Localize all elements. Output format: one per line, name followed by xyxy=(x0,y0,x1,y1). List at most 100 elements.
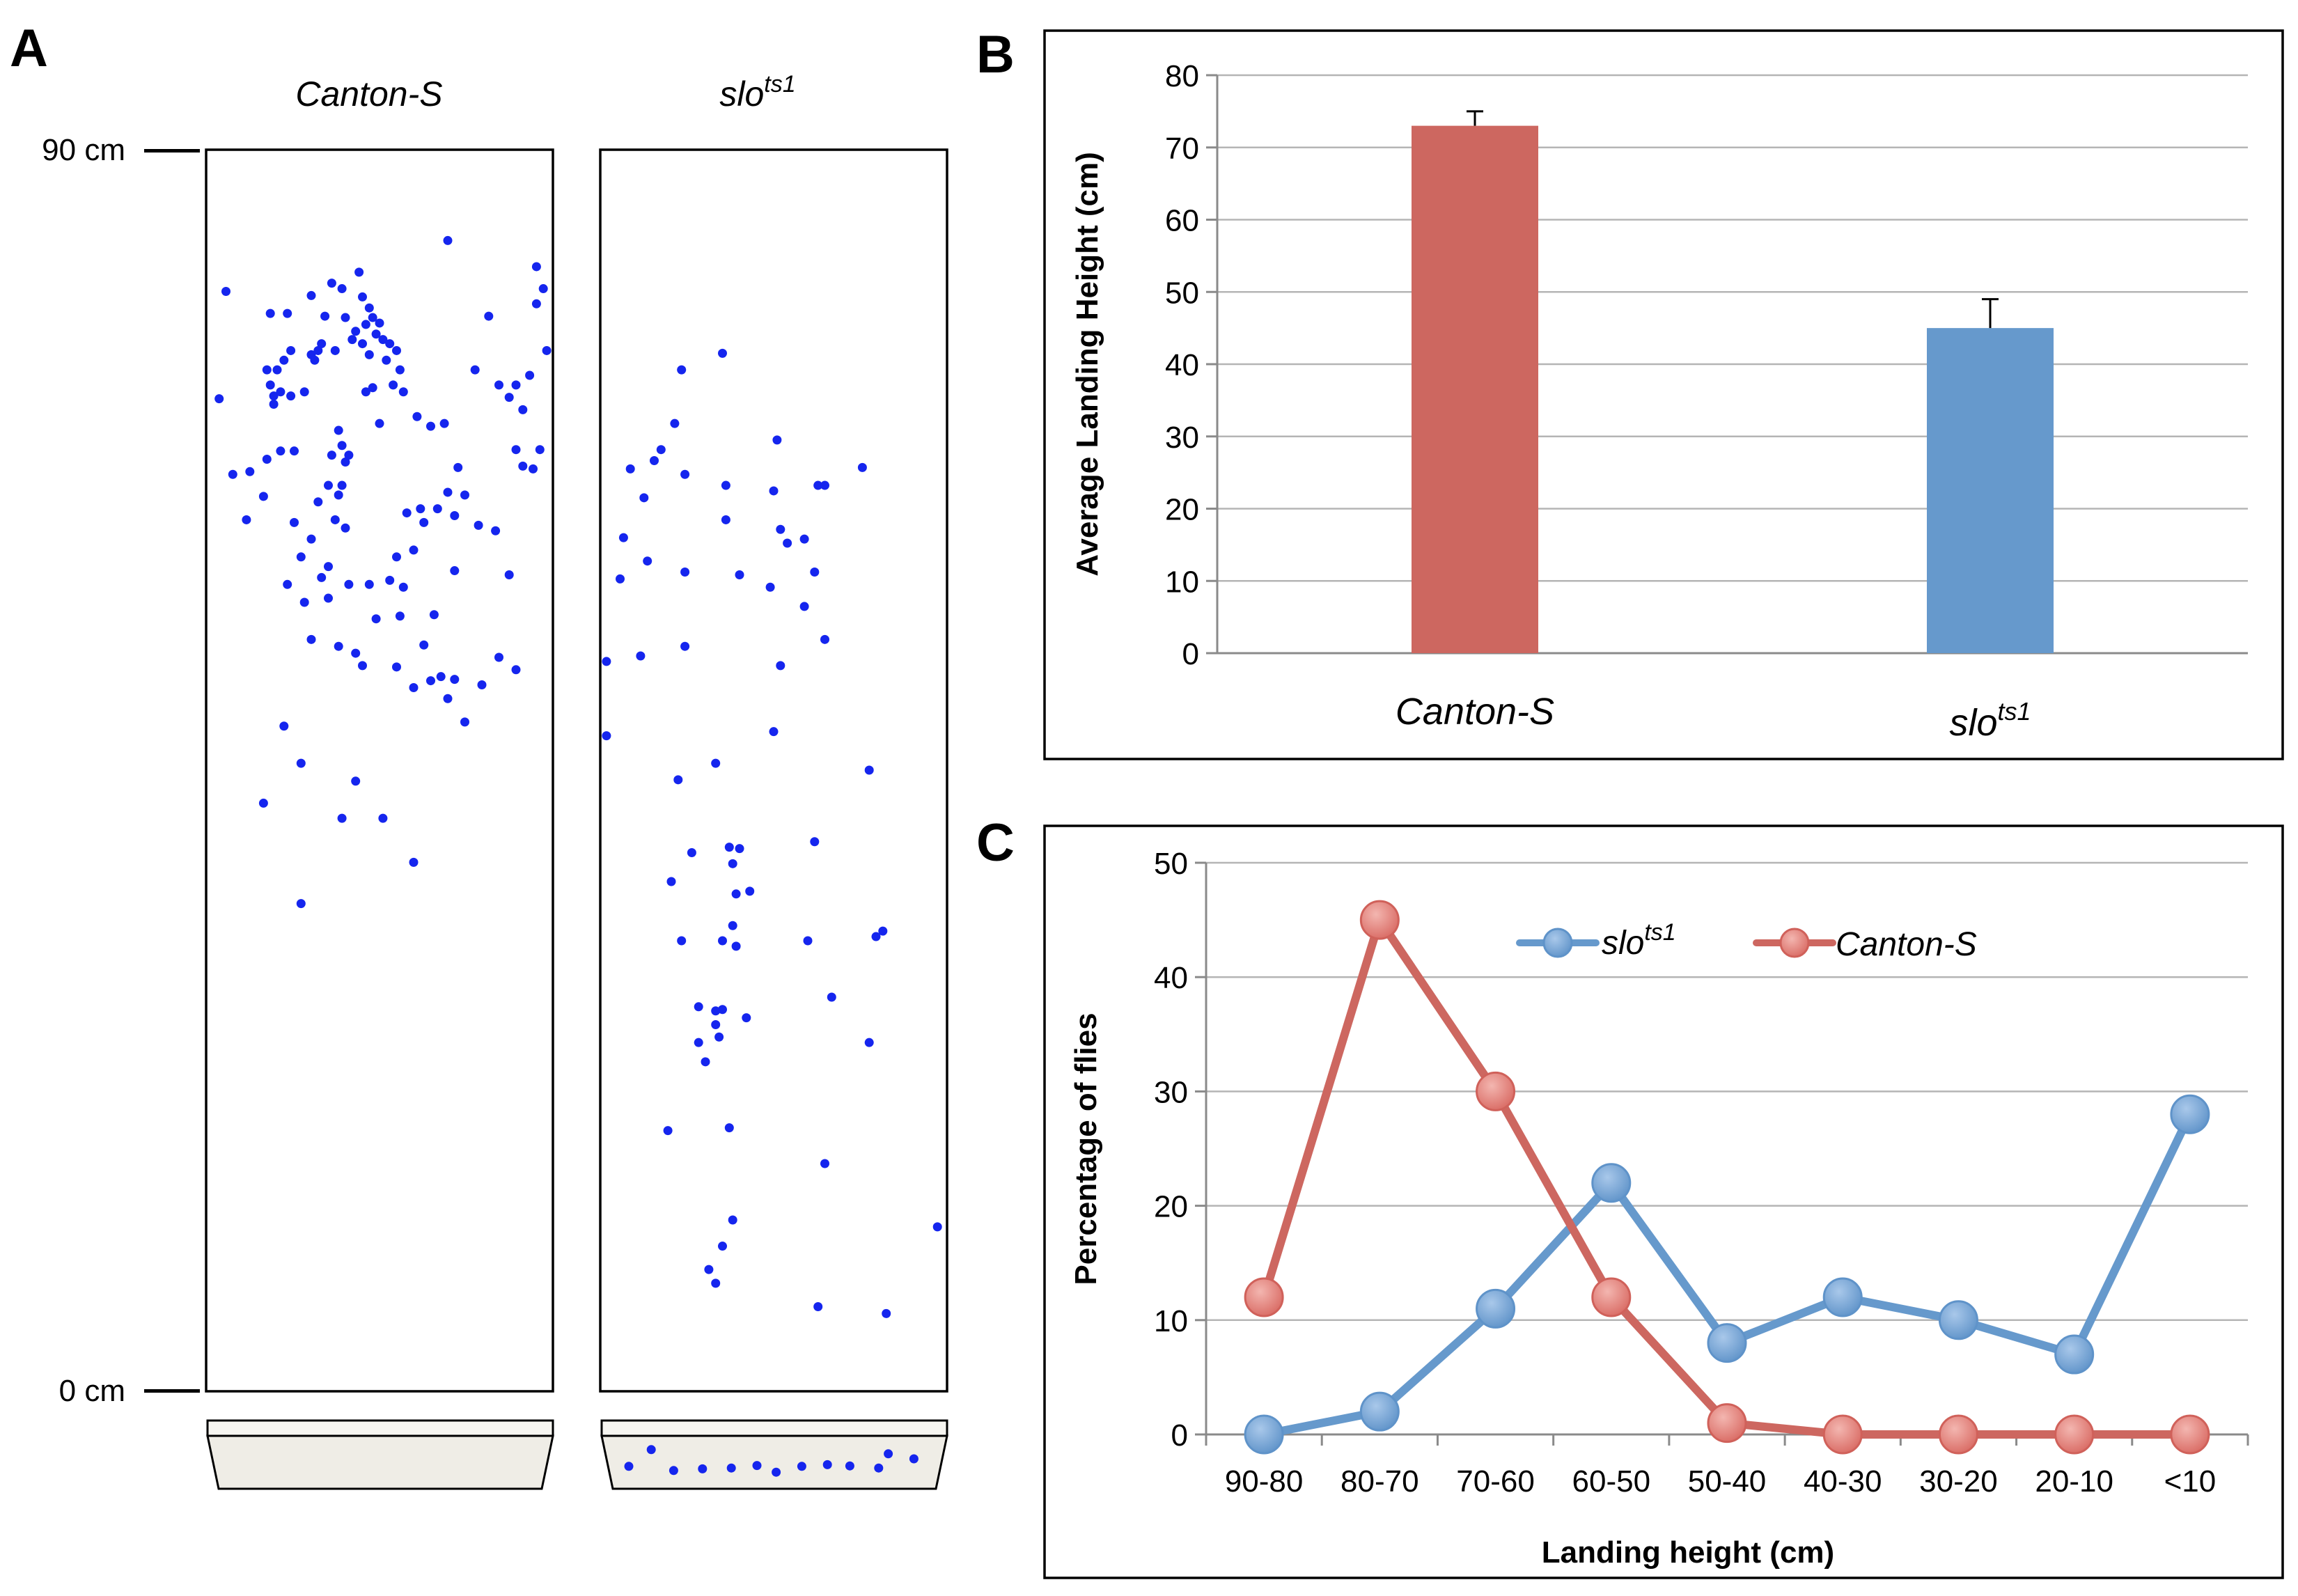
series-point-slo xyxy=(2054,1334,2095,1375)
canton-s-fly-dot xyxy=(378,335,388,345)
slo-fly-dot xyxy=(803,936,813,946)
canton-s-fly-dot xyxy=(327,279,336,288)
slo-food-fly-dot xyxy=(884,1449,893,1459)
scale-label-0cm: 0 cm xyxy=(59,1374,125,1408)
canton-s-fly-dot xyxy=(460,717,469,727)
canton-s-fly-dot xyxy=(337,284,347,294)
canton-s-fly-dot xyxy=(402,508,412,518)
canton-s-fly-dot xyxy=(344,579,354,589)
canton-s-fly-dot xyxy=(398,387,408,397)
canton-s-fly-dot xyxy=(283,308,292,318)
series-point-slo xyxy=(1822,1277,1863,1317)
canton-s-fly-dot xyxy=(364,303,374,313)
slo-fly-dot xyxy=(724,1123,734,1133)
canton-s-fly-dot xyxy=(221,287,230,297)
canton-s-fly-dot xyxy=(262,455,272,464)
slo-fly-dot xyxy=(735,570,744,579)
slo-column-title: slots1 xyxy=(719,71,795,114)
canton-s-fly-dot xyxy=(504,393,514,402)
series-point-slo xyxy=(1591,1163,1632,1203)
canton-s-fly-dot xyxy=(324,593,333,603)
line-chart-x-tick-label: 60-50 xyxy=(1572,1464,1651,1499)
canton-s-fly-dot xyxy=(269,400,279,409)
bar-category-slo-base: slo xyxy=(1949,702,1997,744)
canton-s-fly-dot xyxy=(306,534,316,544)
canton-s-fly-dot xyxy=(276,387,286,397)
canton-s-fly-dot xyxy=(385,575,395,585)
slo-fly-dot xyxy=(656,445,666,455)
canton-s-food-tray xyxy=(206,1419,554,1490)
slo-food-fly-dot xyxy=(772,1467,781,1477)
legend-item-canton-s: Canton-S xyxy=(1753,926,1977,963)
series-slo xyxy=(1244,1094,2210,1455)
canton-s-fly-dot xyxy=(351,327,361,336)
canton-s-fly-dot xyxy=(375,318,384,328)
canton-s-fly-dot xyxy=(334,641,343,651)
slo-fly-dot xyxy=(813,1301,823,1311)
line-chart-x-tick-label: 20-10 xyxy=(2035,1464,2113,1499)
canton-s-fly-dot xyxy=(416,504,425,514)
canton-s-fly-dot xyxy=(272,365,282,375)
canton-s-fly-dot xyxy=(491,526,501,535)
canton-s-fly-dot xyxy=(279,721,289,731)
canton-s-fly-dot xyxy=(494,380,503,390)
canton-s-fly-dot xyxy=(443,694,453,703)
canton-s-fly-dot xyxy=(443,487,453,497)
canton-s-fly-dot xyxy=(351,648,361,658)
slo-fly-dot xyxy=(718,1242,727,1251)
line-chart-y-tick-label: 0 xyxy=(1171,1418,1188,1453)
slo-fly-dot xyxy=(810,568,820,577)
slo-fly-dot xyxy=(711,1278,721,1288)
canton-s-fly-dot xyxy=(392,552,401,562)
slo-fly-dot xyxy=(694,1038,703,1047)
canton-s-fly-dot xyxy=(214,394,224,404)
canton-s-fly-dot xyxy=(484,311,494,321)
slo-fly-dot xyxy=(820,1159,829,1168)
bar-chart-y-tick-label: 60 xyxy=(1165,204,1199,238)
legend-label-slo-base: slo xyxy=(1602,925,1644,962)
series-point-slo xyxy=(1938,1300,1978,1340)
canton-s-fly-dot xyxy=(351,776,361,786)
canton-s-fly-dot xyxy=(320,311,330,321)
legend-marker-slo xyxy=(1542,928,1573,958)
line-chart-y-tick-label: 10 xyxy=(1154,1304,1188,1338)
series-point-canton-s xyxy=(1244,1277,1284,1317)
slo-fly-dot xyxy=(813,480,823,490)
slo-fly-dot xyxy=(616,574,625,584)
slo-fly-dot xyxy=(718,936,727,946)
canton-s-fly-dot xyxy=(419,640,429,650)
canton-s-fly-dot xyxy=(525,370,535,380)
canton-s-fly-dot xyxy=(262,365,272,375)
canton-s-fly-dot xyxy=(477,680,487,690)
panel-label-b: B xyxy=(976,25,1015,84)
canton-s-fly-dot xyxy=(443,235,453,245)
bar-chart-y-tick-label: 50 xyxy=(1165,276,1199,310)
slo-food-fly-dot xyxy=(646,1445,656,1455)
slo-food-fly-dot xyxy=(822,1460,832,1469)
canton-s-fly-dot xyxy=(535,445,545,455)
canton-s-fly-dot xyxy=(450,675,460,684)
canton-s-fly-dot xyxy=(330,345,340,355)
series-point-canton-s xyxy=(1938,1414,1978,1455)
legend-marker-canton-s xyxy=(1779,928,1810,958)
bar-chart-y-tick-label: 20 xyxy=(1165,493,1199,527)
slo-fly-dot xyxy=(783,538,792,548)
canton-s-column-title: Canton-S xyxy=(295,75,442,114)
slo-fly-dot xyxy=(864,765,874,775)
bar-chart-gridlines xyxy=(1206,74,2248,655)
bar-chart-y-tick-label: 70 xyxy=(1165,132,1199,166)
slo-fly-dot xyxy=(677,936,687,946)
slo-food-fly-dot xyxy=(909,1454,919,1464)
canton-s-fly-dot xyxy=(296,899,306,909)
canton-s-fly-dot xyxy=(347,335,357,345)
canton-s-fly-dot xyxy=(385,339,395,349)
canton-s-fly-dot xyxy=(518,461,528,471)
bar-slo xyxy=(1927,328,2054,653)
bar-category-slo-superscript: ts1 xyxy=(1998,697,2031,726)
line-chart-y-tick-label: 50 xyxy=(1154,847,1188,881)
canton-s-fly-dot xyxy=(375,418,384,428)
legend-label-canton-s: Canton-S xyxy=(1836,926,1977,963)
canton-s-fly-dot xyxy=(265,308,275,318)
canton-s-fly-dot xyxy=(409,857,419,867)
